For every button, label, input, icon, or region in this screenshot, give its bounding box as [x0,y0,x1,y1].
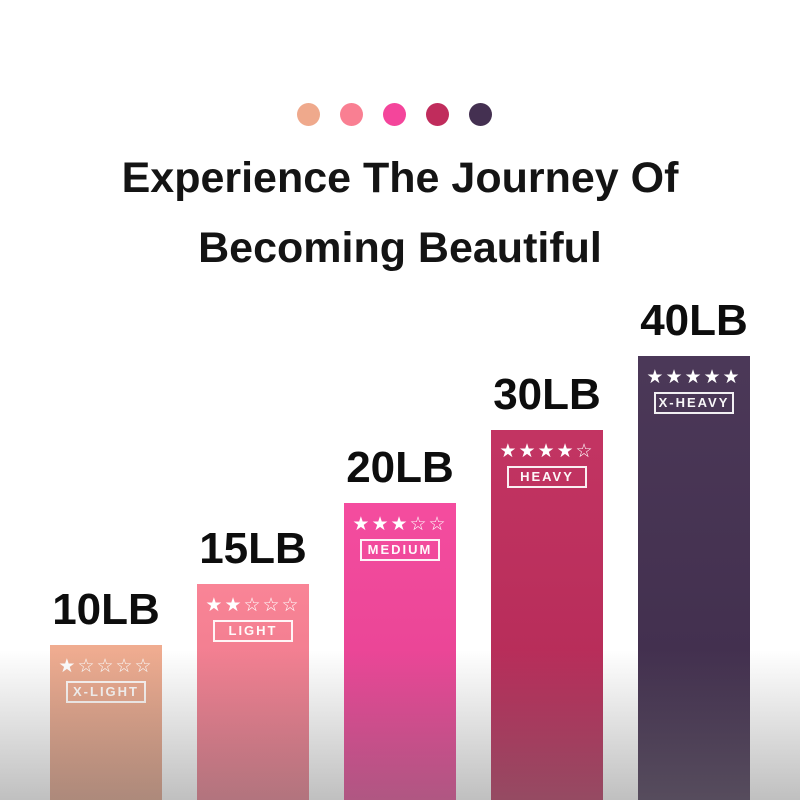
resistance-level-column-40lb: 40LB ★★★★★ X-HEAVY [638,299,750,800]
level-tag-label: HEAVY [507,466,587,488]
resistance-level-column-10lb: 10LB ★☆☆☆☆ X-LIGHT [50,588,162,800]
headline-line2: Becoming Beautiful [198,224,602,272]
level-tag-label: X-LIGHT [66,681,146,703]
palette-dot-2 [339,103,363,126]
resistance-level-column-15lb: 15LB ★★☆☆☆ LIGHT [197,527,309,800]
level-tag-label: MEDIUM [360,539,440,561]
palette-dot-3 [382,103,406,126]
star-rating: ★★★☆☆ [352,513,448,535]
headline: Experience The Journey Of Becoming Beaut… [0,143,800,283]
resistance-bar: ★★★★★ X-HEAVY [638,356,750,800]
resistance-level-column-20lb: 20LB ★★★☆☆ MEDIUM [344,446,456,800]
headline-line1: Experience The Journey Of [121,154,679,202]
palette-dot-5 [468,103,492,126]
resistance-bar: ★★★★☆ HEAVY [491,430,603,800]
star-rating: ★☆☆☆☆ [58,655,154,677]
weight-label: 30LB [493,370,601,419]
palette-dot-4 [425,103,449,126]
star-rating: ★★★★☆ [499,440,595,462]
weight-label: 40LB [640,296,748,345]
star-rating: ★★☆☆☆ [205,594,301,616]
weight-label: 10LB [52,585,160,634]
color-palette-dots [0,103,794,126]
resistance-bar: ★★★☆☆ MEDIUM [344,503,456,800]
palette-dot-1 [296,103,320,126]
weight-label: 20LB [346,443,454,492]
weight-label: 15LB [199,524,307,573]
resistance-bar-chart: 10LB ★☆☆☆☆ X-LIGHT 15LB ★★☆☆☆ LIGHT 20LB… [0,299,800,800]
resistance-bar: ★★☆☆☆ LIGHT [197,584,309,800]
resistance-bar: ★☆☆☆☆ X-LIGHT [50,645,162,800]
resistance-level-column-30lb: 30LB ★★★★☆ HEAVY [491,373,603,800]
star-rating: ★★★★★ [646,366,742,388]
level-tag-label: X-HEAVY [654,392,734,414]
level-tag-label: LIGHT [213,620,293,642]
